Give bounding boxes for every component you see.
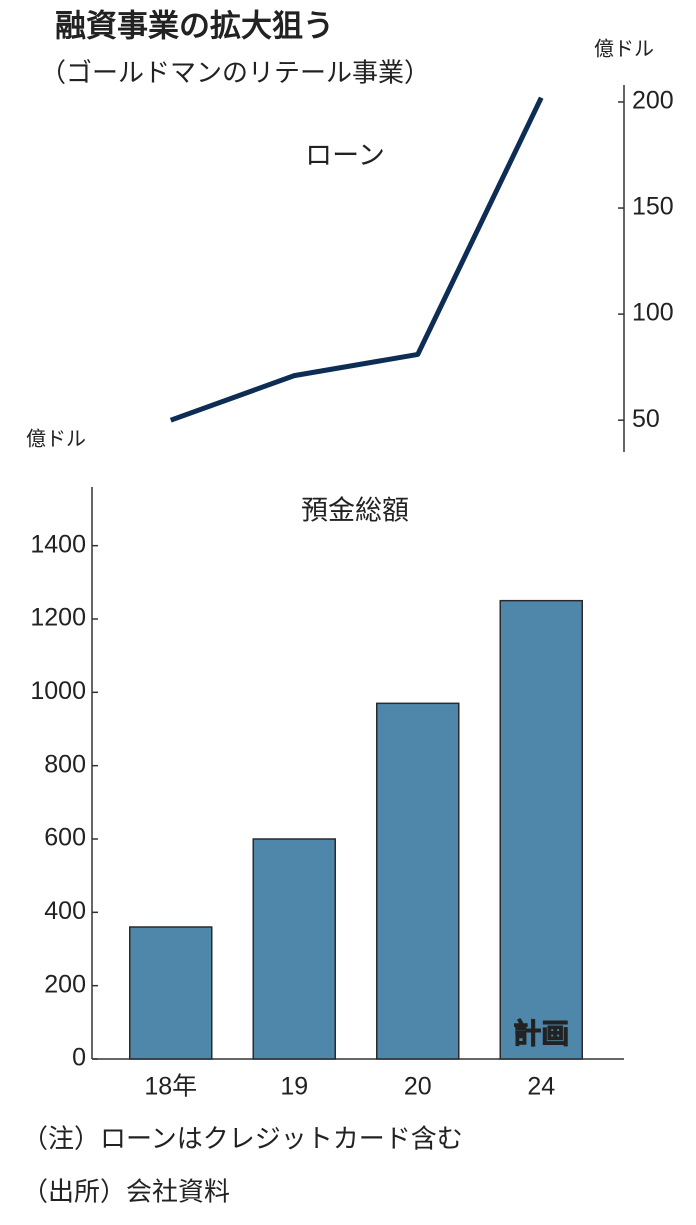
bar (499, 599, 583, 1060)
note: （注）ローンはクレジットカード含む (22, 1125, 463, 1155)
y-tick-label: 150 (632, 193, 674, 221)
x-tick-label: 24 (527, 1073, 555, 1101)
bar (376, 702, 460, 1060)
line (169, 96, 544, 423)
chart-subtitle: （ゴールドマンのリテール事業） (40, 59, 430, 89)
y-tick-label: 600 (44, 824, 86, 852)
unit-label: 億ドル (594, 37, 654, 61)
y-tick-label: 400 (44, 897, 86, 925)
chart-title: 融資事業の拡大狙う (55, 9, 334, 45)
x-tick-label: 19 (280, 1073, 308, 1101)
panel-title: 預金総額 (301, 496, 409, 527)
unit-label: 億ドル (26, 427, 86, 451)
y-tick-label: 200 (44, 970, 86, 998)
note: （出所）会社資料 (22, 1178, 230, 1208)
bar (252, 838, 336, 1060)
x-tick-label: 20 (404, 1073, 432, 1101)
y-tick-label: 800 (44, 750, 86, 778)
x-tick-label: 18年 (144, 1073, 197, 1101)
y-tick-label: 1000 (30, 677, 86, 705)
y-tick-label: 50 (632, 405, 660, 433)
annotation: 計画 (513, 1017, 569, 1050)
y-tick-label: 100 (632, 299, 674, 327)
bar (129, 926, 213, 1060)
y-tick-label: 0 (72, 1044, 86, 1072)
y-tick-label: 200 (632, 87, 674, 115)
y-tick-label: 1200 (30, 604, 86, 632)
y-tick-label: 1400 (30, 530, 86, 558)
panel-title: ローン (305, 141, 385, 172)
